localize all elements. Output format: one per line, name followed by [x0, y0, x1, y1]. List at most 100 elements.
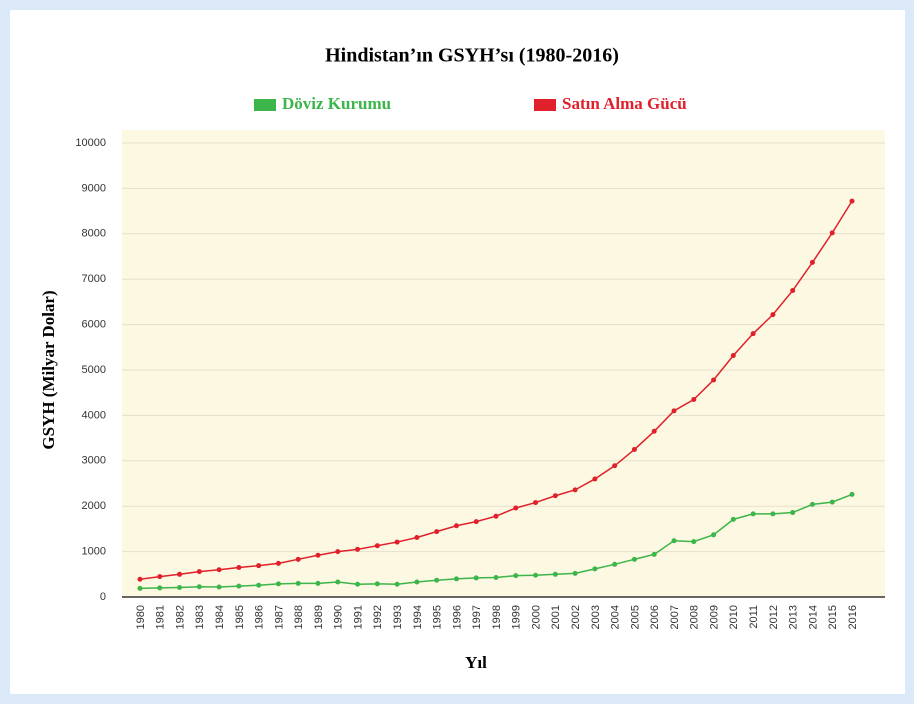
x-tick-label: 1987 — [273, 605, 285, 629]
x-tick-label: 2010 — [728, 605, 740, 629]
point — [572, 570, 578, 576]
point — [513, 505, 519, 511]
point — [177, 584, 183, 590]
y-tick-label: 6000 — [82, 319, 106, 331]
point — [849, 491, 855, 497]
point — [394, 581, 400, 587]
point — [493, 574, 499, 580]
x-tick-label: 1999 — [511, 605, 523, 629]
chart-title: Hindistan’ın GSYH’sı (1980-2016) — [325, 45, 619, 67]
point — [552, 493, 558, 499]
point — [196, 584, 202, 590]
point — [335, 579, 341, 585]
point — [750, 331, 756, 337]
x-tick-label: 1998 — [491, 605, 503, 629]
x-tick-label: 2014 — [807, 605, 819, 629]
legend-swatch — [534, 99, 556, 111]
x-tick-label: 1984 — [214, 605, 226, 629]
point — [493, 513, 499, 519]
point — [730, 516, 736, 522]
x-tick-label: 1990 — [333, 605, 345, 629]
point — [691, 397, 697, 403]
x-tick-label: 2005 — [629, 605, 641, 629]
y-tick-label: 10000 — [75, 137, 106, 149]
point — [671, 538, 677, 544]
point — [236, 564, 242, 570]
point — [453, 576, 459, 582]
point — [434, 577, 440, 583]
x-tick-label: 1989 — [313, 605, 325, 629]
x-tick-label: 1994 — [412, 605, 424, 629]
y-tick-label: 2000 — [82, 500, 106, 512]
point — [711, 532, 717, 538]
point — [730, 352, 736, 358]
point — [355, 581, 361, 587]
point — [750, 511, 756, 517]
point — [671, 408, 677, 414]
point — [612, 561, 618, 567]
y-tick-label: 4000 — [82, 409, 106, 421]
point — [592, 566, 598, 572]
legend-label: Satın Alma Gücü — [562, 94, 687, 113]
point — [770, 312, 776, 318]
point — [414, 535, 420, 541]
x-tick-label: 1991 — [352, 605, 364, 629]
point — [374, 581, 380, 587]
point — [631, 556, 637, 562]
point — [513, 573, 519, 579]
legend-label: Döviz Kurumu — [282, 94, 391, 113]
x-tick-label: 2012 — [768, 605, 780, 629]
point — [790, 288, 796, 294]
point — [157, 585, 163, 591]
point — [275, 581, 281, 587]
x-tick-label: 2015 — [827, 605, 839, 629]
x-tick-label: 1992 — [372, 605, 384, 629]
x-tick-label: 1985 — [234, 605, 246, 629]
y-axis-label: GSYH (Milyar Dolar) — [39, 290, 58, 449]
point — [691, 539, 697, 545]
x-tick-label: 1981 — [155, 605, 167, 629]
point — [809, 501, 815, 507]
point — [137, 585, 143, 591]
point — [533, 572, 539, 578]
x-tick-label: 1995 — [432, 605, 444, 629]
point — [275, 560, 281, 566]
point — [533, 500, 539, 506]
x-axis-label: Yıl — [465, 653, 487, 672]
point — [355, 546, 361, 552]
point — [434, 529, 440, 535]
point — [651, 428, 657, 434]
point — [315, 580, 321, 586]
x-tick-label: 2016 — [847, 605, 859, 629]
point — [790, 510, 796, 516]
y-tick-label: 5000 — [82, 364, 106, 376]
x-tick-label: 1983 — [194, 605, 206, 629]
x-tick-label: 2007 — [669, 605, 681, 629]
x-tick-label: 1993 — [392, 605, 404, 629]
point — [216, 584, 222, 590]
x-tick-label: 2011 — [748, 605, 760, 629]
point — [216, 567, 222, 573]
point — [137, 576, 143, 582]
point — [394, 539, 400, 545]
x-tick-label: 2009 — [708, 605, 720, 629]
point — [295, 556, 301, 562]
point — [552, 571, 558, 577]
x-tick-label: 1980 — [135, 605, 147, 629]
point — [829, 499, 835, 505]
x-tick-label: 1996 — [451, 605, 463, 629]
x-tick-label: 2003 — [590, 605, 602, 629]
point — [196, 569, 202, 575]
x-tick-label: 2006 — [649, 605, 661, 629]
y-tick-label: 3000 — [82, 455, 106, 467]
x-tick-label: 1986 — [254, 605, 266, 629]
point — [711, 377, 717, 383]
point — [612, 463, 618, 469]
point — [473, 519, 479, 525]
x-tick-label: 1997 — [471, 605, 483, 629]
point — [631, 446, 637, 452]
x-tick-label: 2004 — [610, 605, 622, 629]
point — [295, 580, 301, 586]
point — [414, 579, 420, 585]
